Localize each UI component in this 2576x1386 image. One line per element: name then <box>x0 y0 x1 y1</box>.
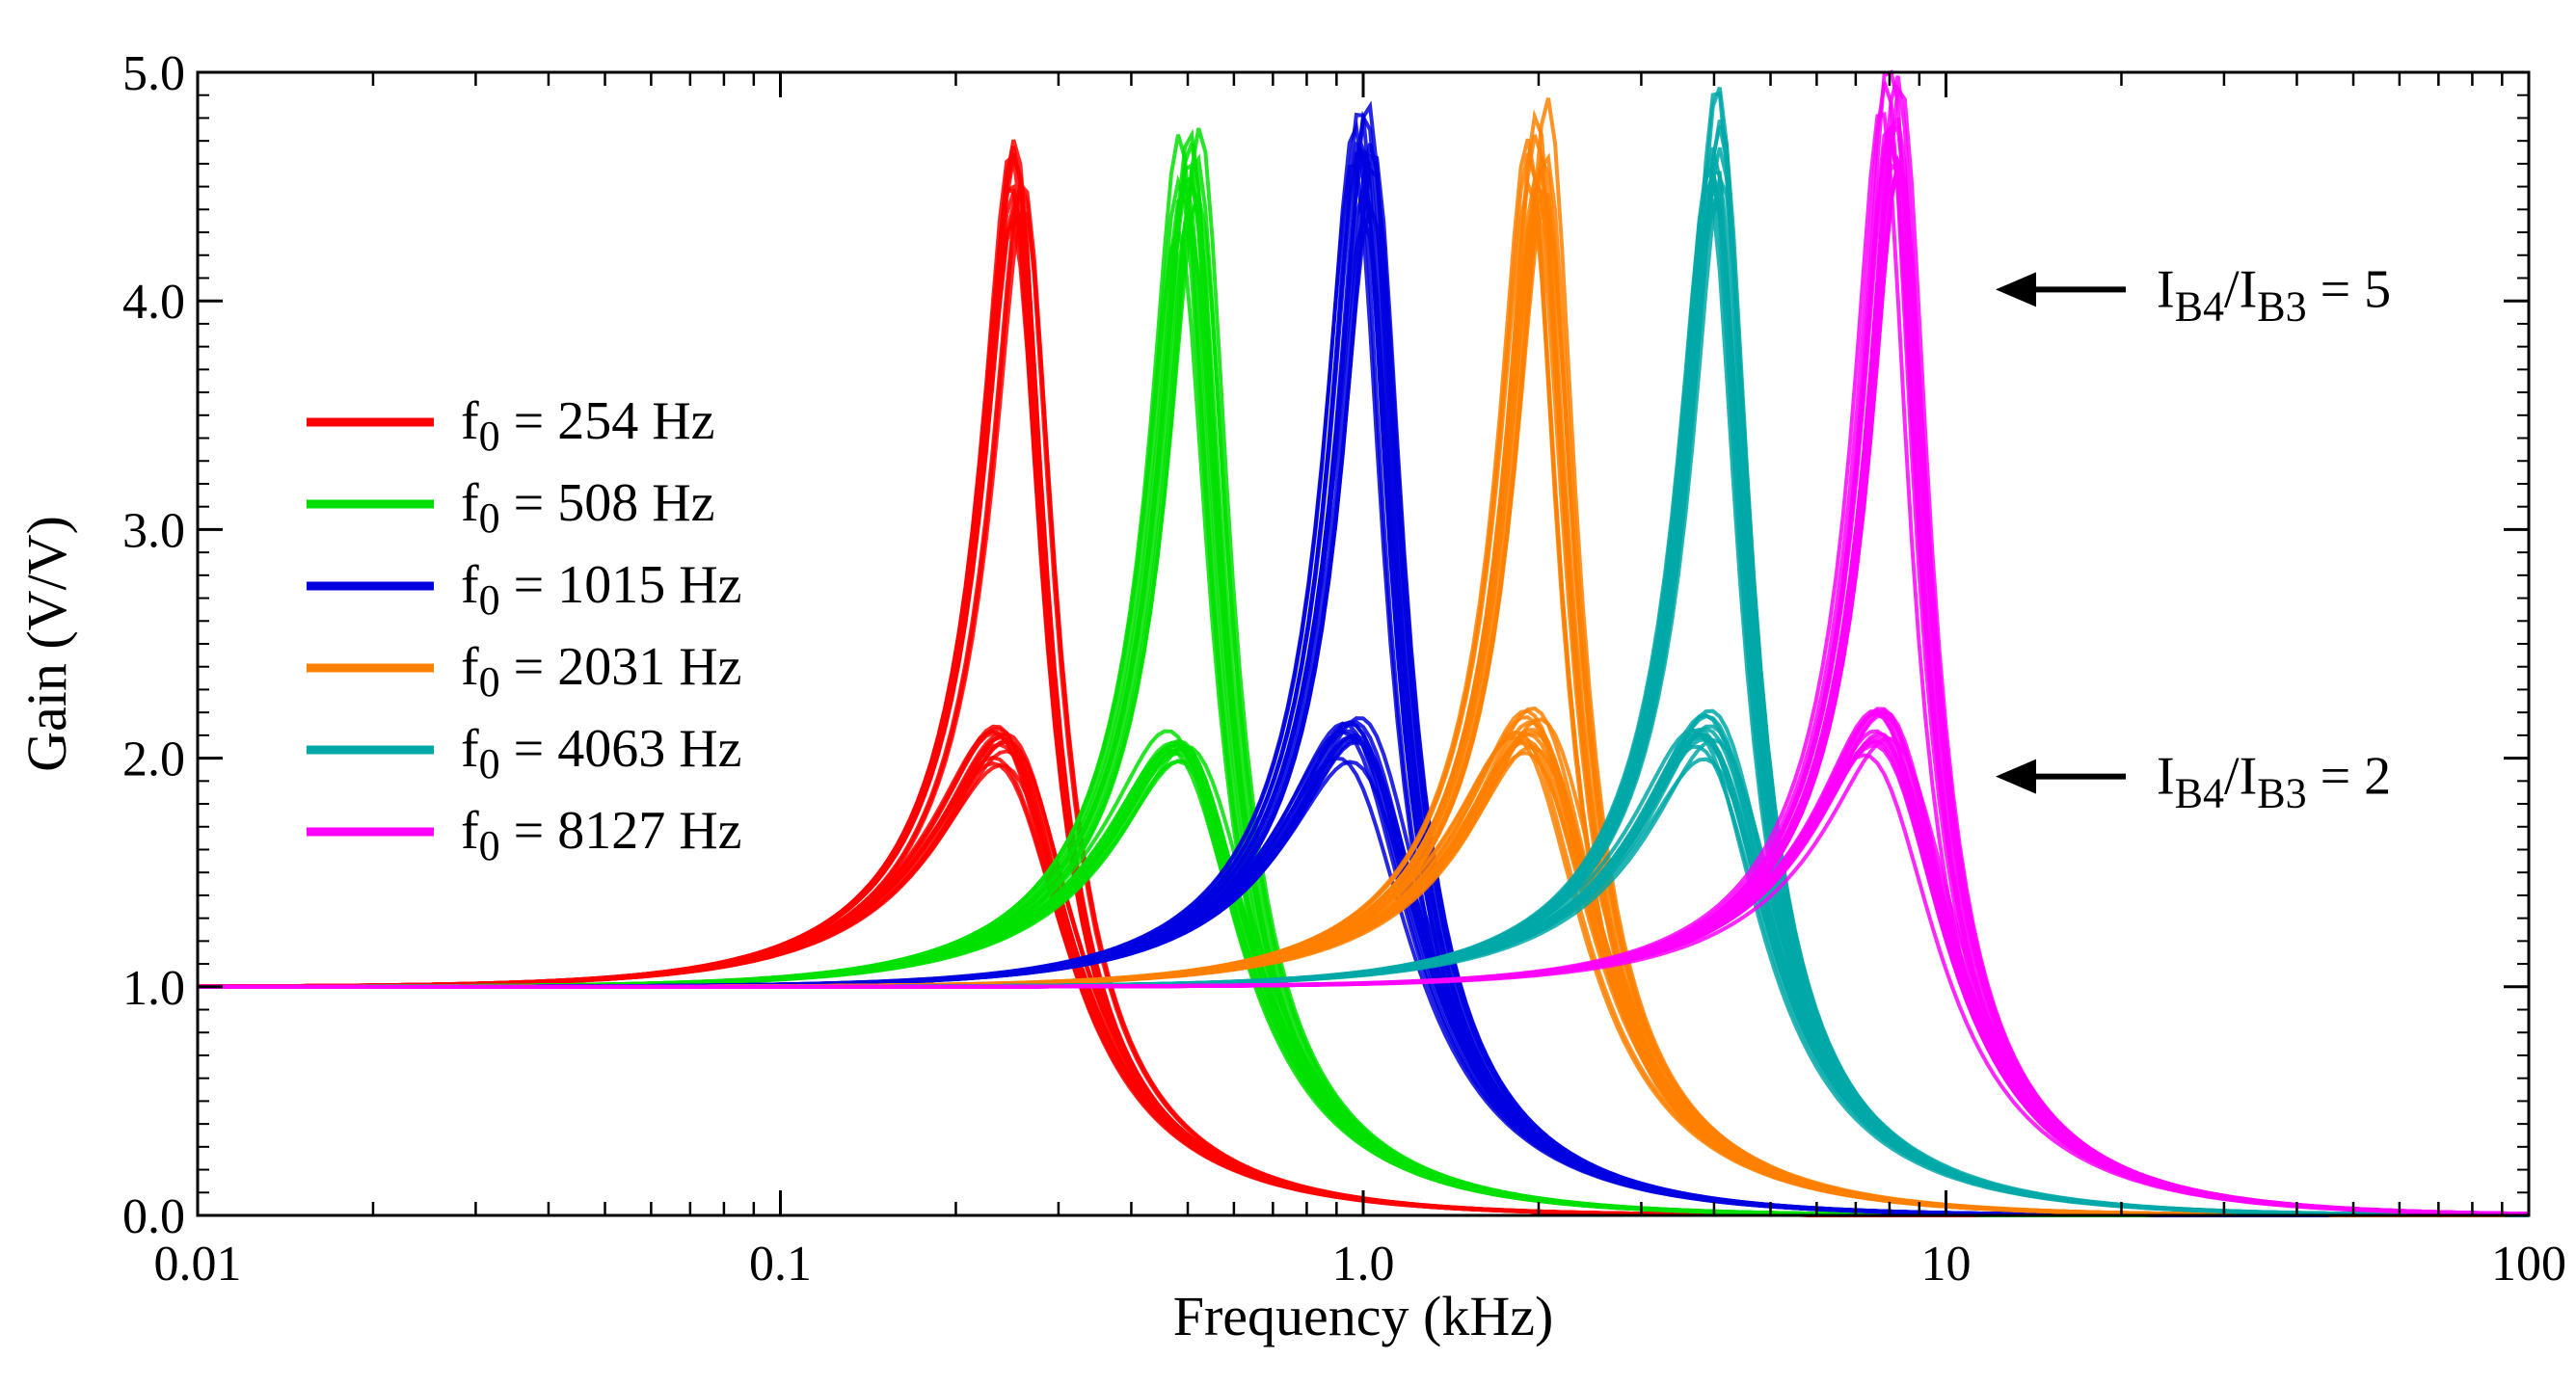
series-2-curve <box>198 188 2529 1217</box>
annotation-2: IB4/IB3 = 2 <box>1996 747 2391 817</box>
legend-label: f0 = 508 Hz <box>461 473 715 542</box>
legend: f0 = 254 Hz f0 = 508 Hz f0 = 1015 Hz f0 = 2… <box>307 391 742 869</box>
series-1-curve <box>198 197 2529 1217</box>
x-axis-title: Frequency (kHz) <box>1173 1285 1554 1347</box>
y-axis-title: Gain (V/V) <box>15 516 78 772</box>
labels-layer: 0.01 0.1 1.0 10 100 0.0 1.0 2.0 3.0 4.0 5.0 <box>122 46 2566 1292</box>
series-4-curve <box>198 187 2529 1217</box>
series-5-curve <box>198 179 2529 1217</box>
series-1-curve <box>198 211 2529 1217</box>
annotation-1: IB4/IB3 = 5 <box>1996 259 2391 330</box>
legend-label: f0 = 8127 Hz <box>461 801 742 869</box>
series-1-curve <box>198 191 2529 1217</box>
annotation-label: IB4/IB3 = 5 <box>2157 259 2391 330</box>
series-4-curve <box>198 197 2529 1217</box>
series-4-curve <box>198 176 2529 1217</box>
legend-item-2: f0 = 508 Hz <box>307 473 715 542</box>
series-2-curve <box>198 179 2529 1217</box>
series-5-curve <box>198 200 2529 1217</box>
legend-item-5: f0 = 4063 Hz <box>307 719 742 787</box>
series-2-curve <box>198 182 2529 1217</box>
x-tick-label: 0.1 <box>749 1237 812 1292</box>
series-6-curve <box>198 753 2530 1216</box>
y-tick-label: 5.0 <box>122 46 185 101</box>
y-tick-label: 2.0 <box>122 733 185 787</box>
y-tick-label: 3.0 <box>122 503 185 558</box>
x-tick-label: 0.01 <box>154 1237 242 1292</box>
annotation-arrow-head <box>1996 759 2036 794</box>
series-3-curve <box>198 189 2529 1217</box>
ticks-layer <box>196 70 2531 1217</box>
legend-label: f0 = 4063 Hz <box>461 719 742 787</box>
legend-label: f0 = 254 Hz <box>461 391 715 460</box>
series-6-curves <box>198 69 2530 1216</box>
series-4-curve <box>198 173 2529 1217</box>
legend-item-4: f0 = 2031 Hz <box>307 637 742 706</box>
series-1-curve <box>197 179 2529 1217</box>
series-1-curve <box>197 176 2529 1217</box>
legend-item-6: f0 = 8127 Hz <box>307 801 742 869</box>
series-1-curve <box>198 188 2529 1217</box>
annotations: IB4/IB3 = 5 IB4/IB3 = 2 <box>1996 259 2391 817</box>
legend-item-3: f0 = 1015 Hz <box>307 555 742 624</box>
series-5-curve <box>198 181 2529 1217</box>
series-4-curve <box>198 195 2529 1217</box>
annotation-arrow-head <box>1996 272 2036 307</box>
x-tick-label: 10 <box>1921 1237 1972 1292</box>
legend-label: f0 = 1015 Hz <box>461 555 742 624</box>
series-3-curve <box>198 199 2529 1217</box>
y-tick-label: 4.0 <box>122 275 185 330</box>
series-2-curve <box>198 173 2529 1217</box>
x-tick-label: 1.0 <box>1332 1237 1395 1292</box>
series-4-curve <box>198 206 2529 1217</box>
legend-label: f0 = 2031 Hz <box>461 637 742 706</box>
annotation-label: IB4/IB3 = 2 <box>2157 747 2391 817</box>
y-tick-label: 0.0 <box>122 1189 185 1244</box>
series-1-curve <box>198 205 2529 1217</box>
series-2-curve <box>198 188 2529 1217</box>
legend-item-1: f0 = 254 Hz <box>307 391 715 460</box>
series-1-curve <box>198 183 2529 1217</box>
y-tick-label: 1.0 <box>122 961 185 1016</box>
x-tick-label: 100 <box>2491 1237 2566 1292</box>
